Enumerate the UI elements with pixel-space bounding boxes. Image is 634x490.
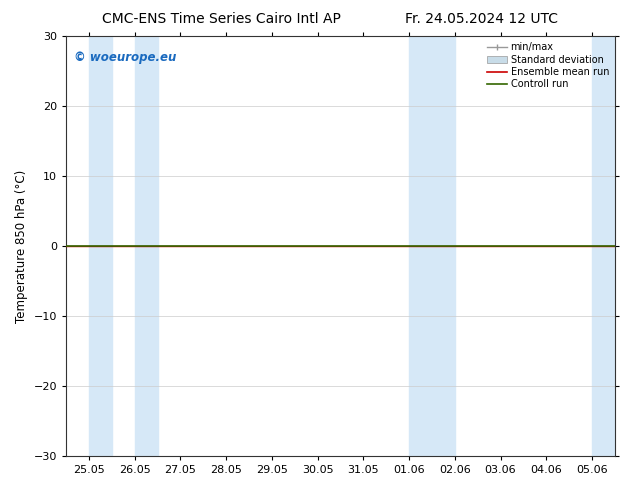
Y-axis label: Temperature 850 hPa (°C): Temperature 850 hPa (°C) bbox=[15, 170, 28, 323]
Bar bbox=[592, 36, 615, 456]
Bar bbox=[432, 36, 455, 456]
Bar bbox=[134, 36, 157, 456]
Legend: min/max, Standard deviation, Ensemble mean run, Controll run: min/max, Standard deviation, Ensemble me… bbox=[484, 39, 612, 92]
Text: CMC-ENS Time Series Cairo Intl AP: CMC-ENS Time Series Cairo Intl AP bbox=[103, 12, 341, 26]
Text: © woeurope.eu: © woeurope.eu bbox=[74, 51, 177, 64]
Text: Fr. 24.05.2024 12 UTC: Fr. 24.05.2024 12 UTC bbox=[405, 12, 559, 26]
Bar bbox=[89, 36, 112, 456]
Bar bbox=[409, 36, 432, 456]
